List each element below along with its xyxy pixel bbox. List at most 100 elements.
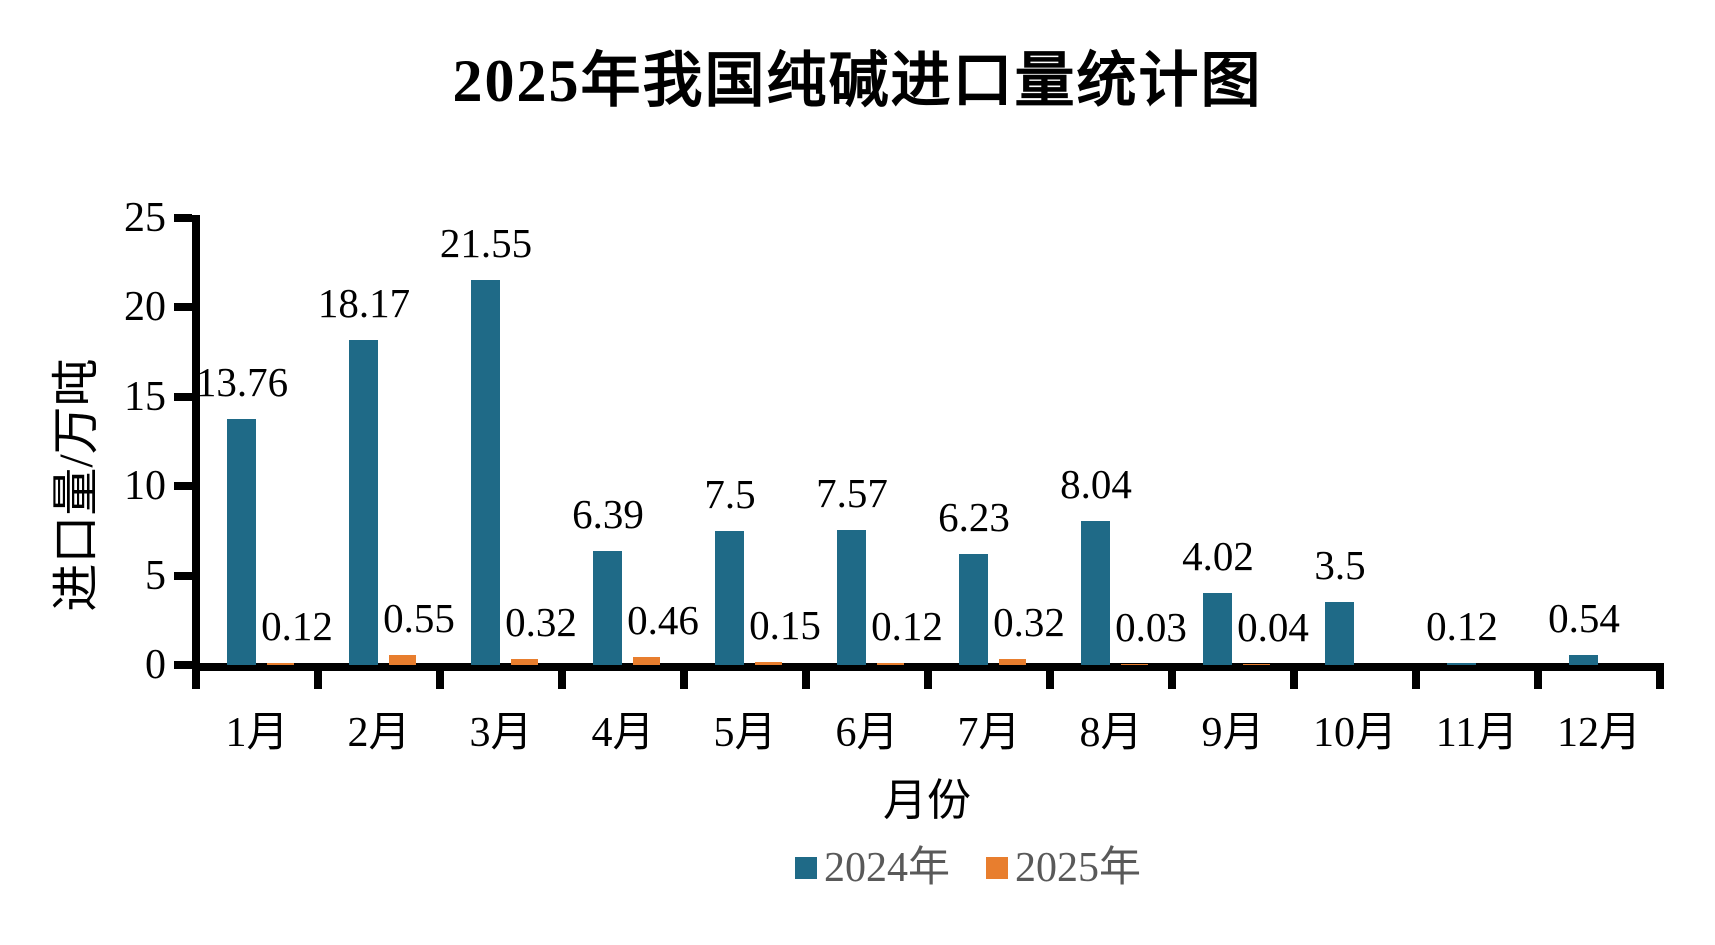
bar-label-2024年: 0.12 [1426, 603, 1498, 649]
bar-2024年 [349, 340, 378, 665]
bar-label-2025年: 0.32 [993, 599, 1065, 645]
bar-2025年 [755, 662, 782, 665]
x-month-label: 9月 [1201, 710, 1265, 756]
bar-label-2024年: 7.5 [704, 471, 756, 517]
x-month-label: 11月 [1435, 710, 1519, 756]
x-month-label: 5月 [713, 710, 777, 756]
x-tick [1168, 667, 1176, 689]
bar-label-2024年: 21.55 [439, 220, 533, 266]
x-month-label: 4月 [591, 710, 655, 756]
bar-2025年 [267, 663, 294, 665]
bar-label-2024年: 6.39 [572, 491, 644, 537]
x-tick [192, 667, 200, 689]
legend-label: 2024年 [824, 845, 951, 891]
bar-2024年 [837, 530, 866, 665]
x-axis-title: 月份 [883, 776, 971, 825]
x-month-label: 1月 [225, 710, 289, 756]
bar-label-2024年: 8.04 [1060, 461, 1132, 507]
legend-label: 2025年 [1015, 845, 1142, 891]
category-slot: 7.57 0.12 [806, 218, 943, 665]
x-tick [314, 667, 322, 689]
y-tick-label: 25 [124, 195, 166, 241]
x-tick [1290, 667, 1298, 689]
y-tick-label: 20 [124, 284, 166, 330]
bar-2025年 [511, 659, 538, 665]
bar-label-2024年: 0.54 [1548, 595, 1620, 641]
bar-label-2024年: 7.57 [816, 470, 888, 516]
category-slot: 21.55 0.32 [440, 218, 577, 665]
y-tick-label: 0 [145, 642, 166, 688]
chart-title: 2025年我国纯碱进口量统计图 [452, 48, 1263, 114]
bar-2024年 [1203, 593, 1232, 665]
bar-label-2025年: 0.03 [1115, 604, 1187, 650]
bar-2024年 [1081, 521, 1110, 665]
x-tick [802, 667, 810, 689]
x-month-label: 7月 [957, 710, 1021, 756]
bar-2024年 [471, 280, 500, 665]
bar-2024年 [593, 551, 622, 665]
x-month-label: 10月 [1312, 710, 1397, 756]
bar-2024年 [959, 554, 988, 665]
bar-label-2024年: 4.02 [1182, 533, 1254, 579]
category-slot: 0.12 [1416, 218, 1538, 665]
bar-2024年 [715, 531, 744, 665]
y-tick [174, 303, 192, 311]
y-tick [174, 214, 192, 222]
bar-2025年 [1243, 664, 1270, 665]
bar-2025年 [1121, 664, 1148, 665]
bar-label-2025年: 0.12 [261, 603, 333, 649]
legend-swatch-2024年 [795, 857, 817, 879]
bar-2024年 [227, 419, 256, 665]
x-tick [1412, 667, 1420, 689]
bar-label-2025年: 0.32 [505, 599, 577, 645]
x-tick [436, 667, 444, 689]
category-slot: 6.39 0.46 [562, 218, 699, 665]
x-tick [924, 667, 932, 689]
bar-label-2025年: 0.04 [1237, 604, 1309, 650]
x-tick [1656, 667, 1664, 689]
bar-label-2025年: 0.15 [749, 602, 821, 648]
y-tick [174, 661, 192, 669]
category-slot: 13.76 0.12 [196, 218, 333, 665]
bar-label-2024年: 13.76 [195, 359, 289, 405]
y-tick-label: 5 [145, 553, 166, 599]
category-slot: 18.17 0.55 [318, 218, 455, 665]
bar-2025年 [877, 663, 904, 665]
category-slot: 8.04 0.03 [1050, 218, 1187, 665]
x-tick [680, 667, 688, 689]
bar-label-2024年: 18.17 [317, 280, 411, 326]
x-tick [1046, 667, 1054, 689]
legend: 2024年 2025年 [795, 845, 1141, 891]
y-tick [174, 572, 192, 580]
bar-2025年 [999, 659, 1026, 665]
category-slot: 0.54 [1538, 218, 1660, 665]
bar-2025年 [633, 657, 660, 665]
x-month-label: 2月 [347, 710, 411, 756]
x-month-label: 12月 [1556, 710, 1641, 756]
x-month-label: 6月 [835, 710, 899, 756]
plot-area: 13.76 0.12 18.17 0.55 21.55 0.32 6.39 0.46 7.5 0.… [196, 218, 1660, 665]
category-slot: 4.02 0.04 [1172, 218, 1309, 665]
category-slot: 3.5 [1294, 218, 1416, 665]
bar-2024年 [1569, 655, 1598, 665]
y-axis-line [192, 215, 200, 671]
y-tick-label: 10 [124, 463, 166, 509]
bar-2025年 [389, 655, 416, 665]
x-month-label: 3月 [469, 710, 533, 756]
legend-swatch-2025年 [986, 857, 1009, 879]
bar-label-2025年: 0.12 [871, 603, 943, 649]
y-tick-label: 15 [124, 374, 166, 420]
x-month-label: 8月 [1079, 710, 1143, 756]
bar-label-2024年: 6.23 [938, 494, 1010, 540]
category-slot: 7.5 0.15 [684, 218, 821, 665]
bar-2024年 [1447, 663, 1476, 665]
bar-2024年 [1325, 602, 1354, 665]
legend-item: 2025年 [986, 845, 1141, 891]
legend-item: 2024年 [795, 845, 950, 891]
x-tick [558, 667, 566, 689]
category-slot: 6.23 0.32 [928, 218, 1065, 665]
bar-label-2024年: 3.5 [1314, 542, 1366, 588]
x-tick [1534, 667, 1542, 689]
y-tick [174, 393, 192, 401]
